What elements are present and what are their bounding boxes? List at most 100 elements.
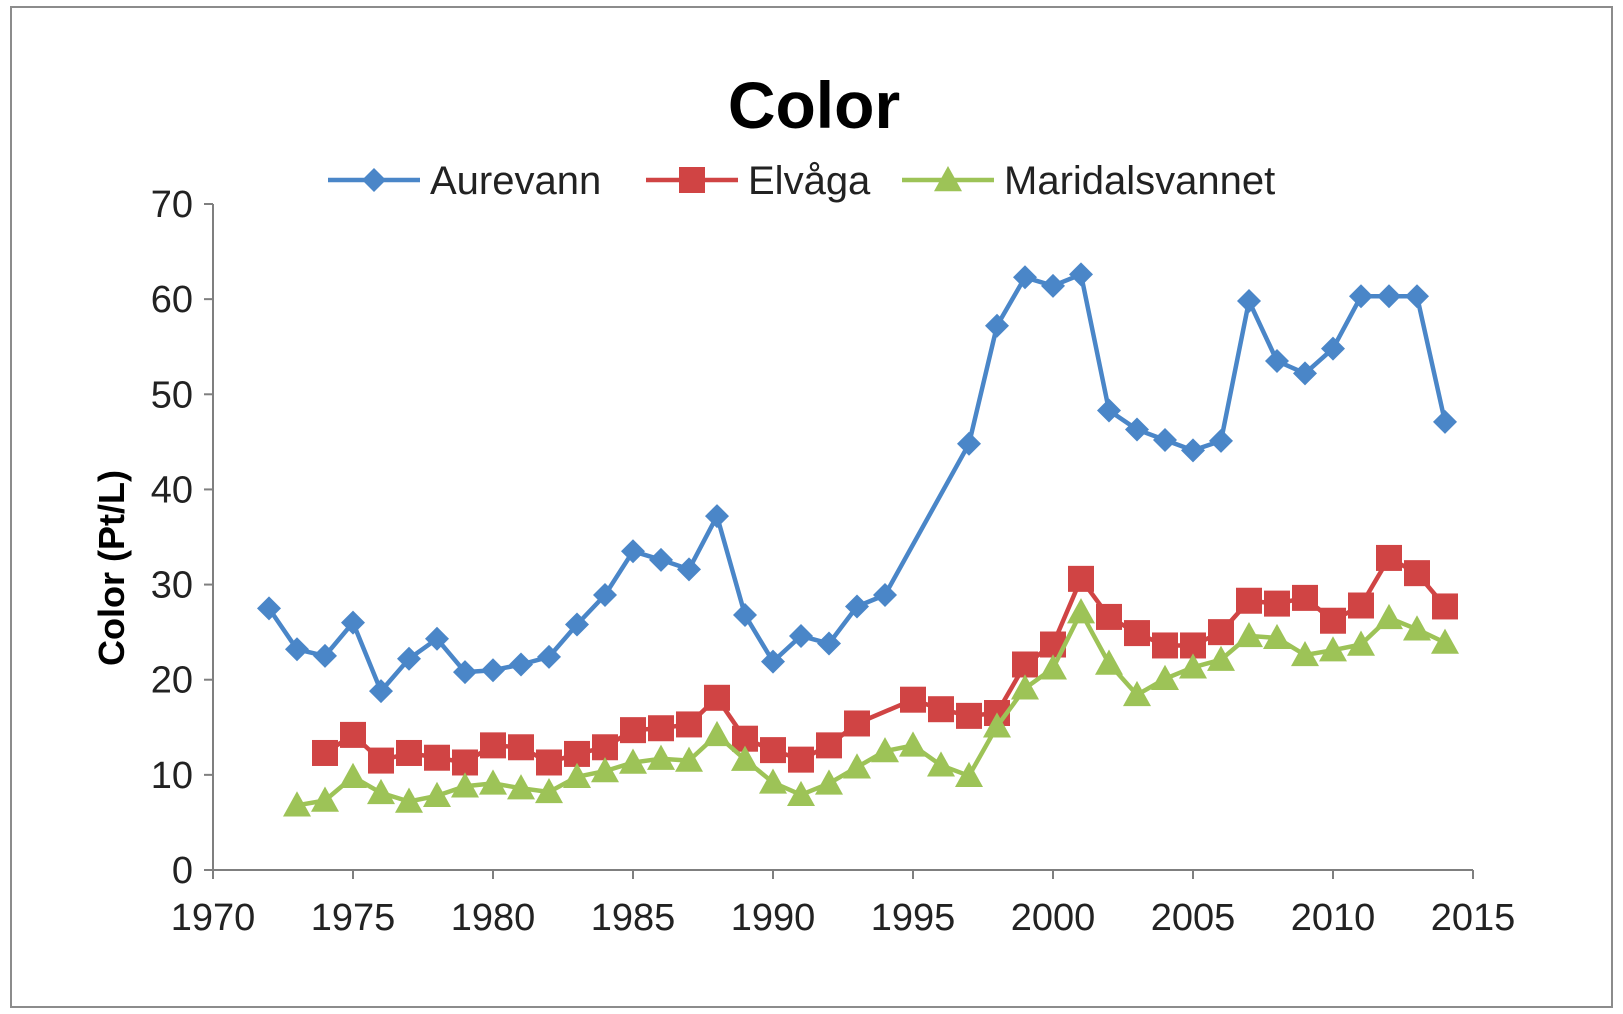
data-point [368,747,394,774]
legend-item: Maridalsvannet [902,159,1275,203]
y-tick-label: 10 [151,755,193,797]
data-point [760,737,786,764]
data-point [508,734,534,761]
data-point [369,679,393,704]
data-point [648,715,674,742]
data-point [621,539,645,564]
data-point [704,684,730,711]
data-point [1403,615,1431,641]
data-point [1377,284,1401,309]
data-point [1097,398,1121,423]
data-point [395,787,423,813]
data-point [367,778,395,805]
data-point [873,583,897,608]
data-point [339,762,367,788]
y-tick-label: 40 [151,469,193,511]
legend-label: Maridalsvannet [1004,159,1275,203]
data-point [257,596,281,621]
data-point [312,739,338,766]
data-point [759,768,787,794]
data-point [676,711,702,738]
data-point [1376,544,1402,571]
data-point [425,626,449,651]
data-point [1432,593,1458,620]
data-point [1321,336,1345,361]
y-axis-label: Color (Pt/L) [91,470,132,666]
chart-frame: Color Aurevann Elvåga Maridalsvannet Color… [10,6,1613,1008]
x-tick-label: 1995 [871,897,956,939]
data-point [983,712,1011,738]
legend-marker [679,167,705,193]
data-point [1095,649,1123,675]
data-point [1292,584,1318,611]
y-tick-label: 70 [151,184,193,226]
x-tick-label: 2010 [1291,897,1376,939]
y-tick-label: 20 [151,660,193,702]
legend-label: Aurevann [430,159,601,203]
series-line [323,555,1447,765]
data-point [283,791,311,817]
data-point [1012,651,1038,678]
data-point [313,643,337,668]
data-point [479,769,507,795]
x-tick-label: 2000 [1011,897,1096,939]
legend-item: Elvåga [646,159,871,203]
data-point [564,740,590,767]
x-tick-label: 2005 [1151,897,1236,939]
x-tick-label: 1980 [451,897,536,939]
data-point [1264,590,1290,617]
legend-label: Elvåga [748,159,871,203]
data-point [1181,438,1205,463]
data-point [451,772,479,798]
data-point [424,744,450,771]
y-tick-label: 0 [172,850,193,892]
data-point [817,631,841,656]
data-point [1209,428,1233,453]
data-point [677,557,701,582]
axes: 0 10 20 30 40 50 60 70 1970 1975 1980 1985 1990 1995 2… [151,184,1516,939]
data-point [341,610,365,635]
legend: Aurevann Elvåga Maridalsvannet [328,159,1275,203]
data-point [1236,587,1262,614]
data-point [481,658,505,683]
data-point [789,623,813,648]
data-point [1347,630,1375,656]
data-point [816,732,842,759]
legend-marker [934,166,962,192]
y-tick-label: 50 [151,374,193,416]
data-point [397,646,421,671]
data-point [843,753,871,779]
data-point [1153,427,1177,452]
data-point [535,777,563,804]
data-point [1151,664,1179,690]
data-point [1404,560,1430,587]
data-point [340,721,366,748]
data-point [1320,607,1346,634]
data-point [509,652,533,677]
data-point [452,749,478,776]
data-point [423,781,451,807]
data-point [985,313,1009,338]
data-point [957,431,981,456]
data-point [705,504,729,529]
data-point [480,732,506,759]
data-point [593,583,617,608]
series-elv-ga [312,544,1458,776]
data-point [1293,361,1317,386]
data-point [787,780,815,807]
data-point [453,660,477,685]
chart-title: Color [728,68,900,142]
data-point [788,746,814,773]
data-point [871,737,899,763]
x-tick-label: 2015 [1431,897,1516,939]
data-point [565,612,589,637]
data-point [1039,654,1067,680]
legend-marker [362,168,386,192]
data-point [761,649,785,674]
data-point [1207,645,1235,671]
data-point [1096,603,1122,630]
data-point [1349,284,1373,309]
data-point [1375,603,1403,630]
y-tick-label: 60 [151,279,193,321]
legend-item: Aurevann [328,159,601,203]
